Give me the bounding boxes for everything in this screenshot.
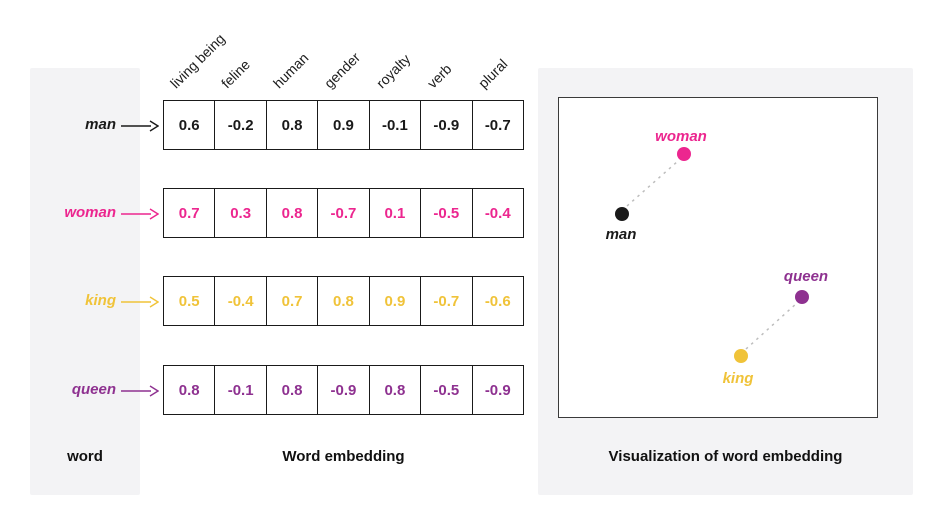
arrow-right-icon — [121, 295, 160, 308]
point-label-king: king — [722, 370, 754, 387]
embedding-value-cell: 0.8 — [368, 366, 420, 414]
embedding-value-cell: -0.5 — [420, 189, 471, 237]
embedding-value-cell: -0.4 — [214, 277, 265, 325]
embedding-value-cell: 0.8 — [265, 101, 317, 149]
embedding-value-cell: -0.7 — [420, 277, 471, 325]
embedding-value-cell: -0.9 — [420, 101, 471, 149]
arrow-right-icon — [121, 207, 160, 220]
arrow-right-icon — [121, 384, 160, 397]
dimension-label-human: human — [269, 49, 312, 92]
embedding-value-cell: 0.8 — [178, 381, 200, 399]
embedding-value-cell: -0.4 — [471, 189, 523, 237]
embedding-value-cell: -0.9 — [317, 366, 368, 414]
embedding-value-cell: -0.6 — [471, 277, 523, 325]
embedding-value-cell: 0.9 — [317, 101, 368, 149]
embedding-value-cell: -0.1 — [214, 366, 265, 414]
word-label-king: king — [85, 292, 116, 309]
dimension-label-feline: feline — [217, 56, 253, 92]
point-label-man: man — [605, 226, 637, 243]
embedding-value-cell: -0.5 — [420, 366, 471, 414]
dimension-label-plural: plural — [474, 55, 511, 92]
embedding-value-cell: -0.1 — [368, 101, 420, 149]
similarity-line-man-woman — [626, 160, 679, 207]
embedding-value-cell: 0.3 — [214, 189, 265, 237]
word-label-man: man — [85, 116, 116, 133]
embedding-value-cell: 0.6 — [178, 116, 200, 134]
scatter-point-king — [734, 349, 748, 363]
word-caption: word — [67, 448, 103, 465]
embedding-row-queen: 0.8 -0.1 0.8 -0.9 0.8 -0.5 -0.9 — [163, 365, 524, 415]
embedding-row-king: 0.5 -0.4 0.7 0.8 0.9 -0.7 -0.6 — [163, 276, 524, 326]
dimension-label-living-being: living being — [166, 30, 228, 92]
similarity-line-king-queen — [745, 302, 798, 350]
word-label-queen: queen — [71, 381, 116, 398]
embedding-value-cell: 0.8 — [317, 277, 368, 325]
embedding-value-cell: 0.9 — [368, 277, 420, 325]
scatter-point-queen — [795, 290, 809, 304]
visualization-caption: Visualization of word embedding — [608, 448, 843, 465]
embedding-caption: Word embedding — [282, 448, 405, 465]
embedding-row-woman: 0.7 0.3 0.8 -0.7 0.1 -0.5 -0.4 — [163, 188, 524, 238]
embedding-value-cell: -0.7 — [471, 101, 523, 149]
scatter-point-man — [615, 207, 629, 221]
dimension-label-verb: verb — [423, 60, 455, 92]
embedding-value-cell: 0.1 — [368, 189, 420, 237]
embedding-value-cell: 0.5 — [178, 292, 200, 310]
embedding-value-cell: -0.9 — [471, 366, 523, 414]
embedding-row-man: 0.6 -0.2 0.8 0.9 -0.1 -0.9 -0.7 — [163, 100, 524, 150]
dimension-label-gender: gender — [320, 49, 364, 92]
word-label-woman: woman — [64, 204, 116, 221]
scatter-point-woman — [677, 147, 691, 161]
embedding-value-cell: 0.7 — [178, 204, 200, 222]
embedding-value-cell: 0.7 — [265, 277, 317, 325]
embedding-value-cell: -0.7 — [317, 189, 368, 237]
point-label-woman: woman — [655, 128, 707, 145]
embedding-value-cell: 0.8 — [265, 189, 317, 237]
embedding-value-cell: -0.2 — [214, 101, 265, 149]
point-label-queen: queen — [783, 268, 829, 285]
similarity-lines — [626, 160, 798, 350]
embedding-value-cell: 0.8 — [265, 366, 317, 414]
arrow-right-icon — [121, 119, 160, 132]
dimension-label-royalty: royalty — [372, 50, 414, 92]
word-panel — [30, 68, 140, 495]
embedding-plot: man woman king queen — [558, 97, 878, 418]
